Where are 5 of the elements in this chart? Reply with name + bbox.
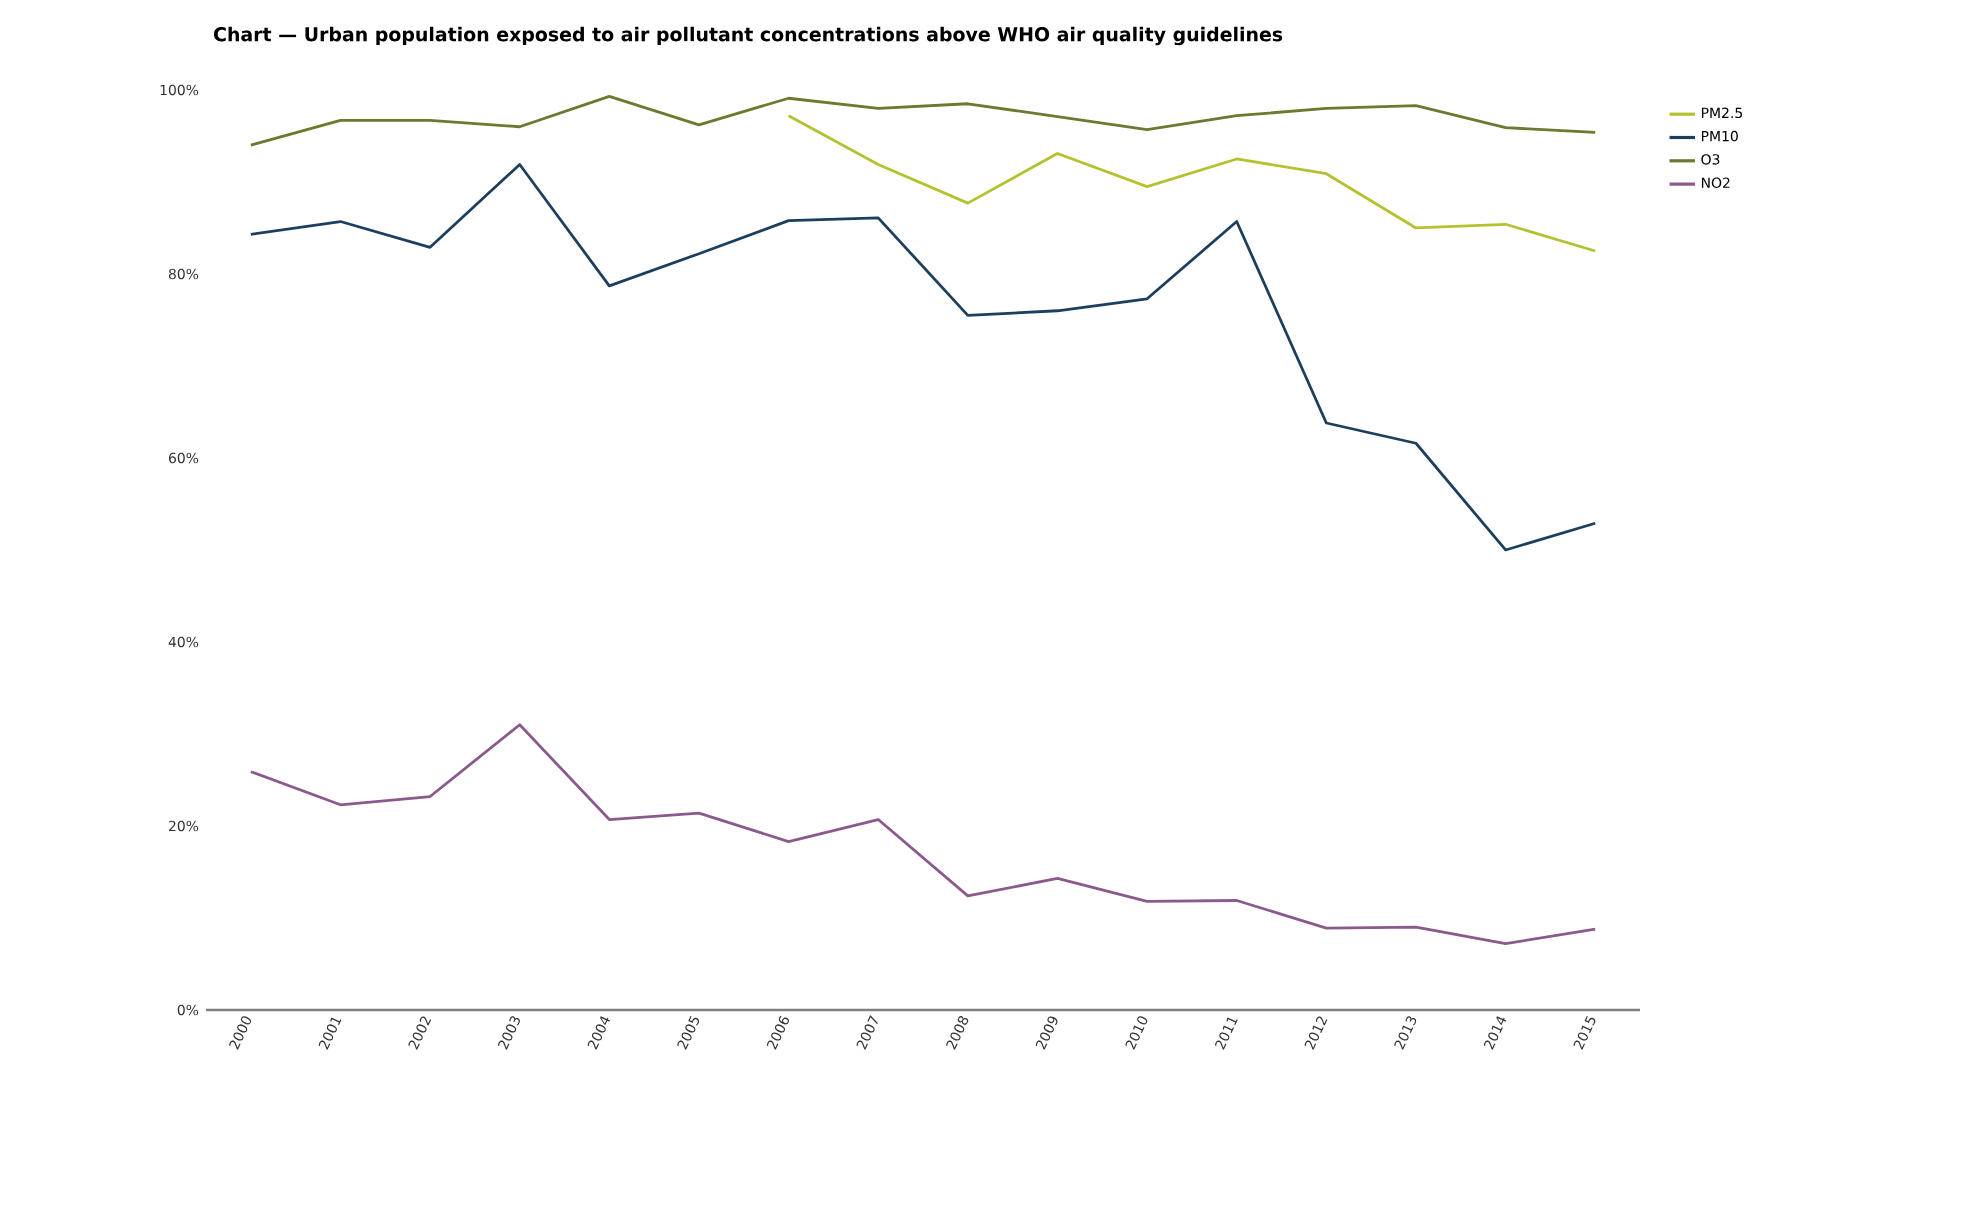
line-series bbox=[249, 163, 1597, 552]
line-series bbox=[249, 95, 1597, 147]
chart-title: Chart — Urban population exposed to air pollutant concentrations above WHO air quality guidelines bbox=[213, 26, 1283, 46]
line-series bbox=[249, 723, 1597, 946]
line-series bbox=[787, 114, 1597, 253]
